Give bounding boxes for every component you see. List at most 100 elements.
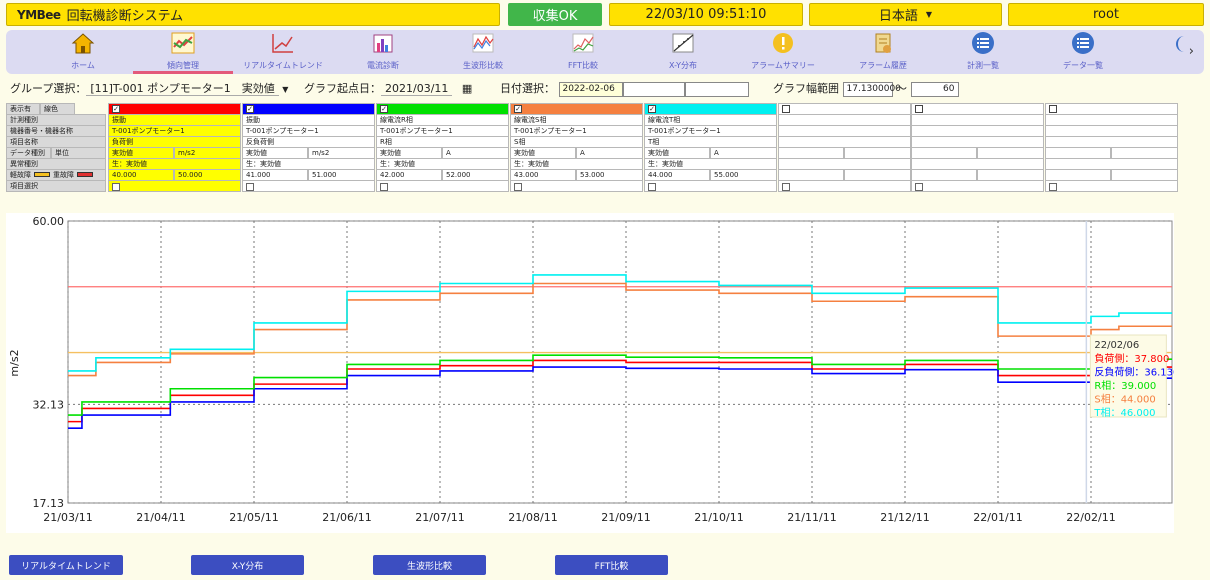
data-list-icon: [1033, 30, 1133, 56]
graph-range-group: グラフ幅範囲 17.1300000 ～ 60: [773, 80, 959, 97]
item-select-cell: [108, 180, 241, 192]
alarm-history-icon: [833, 30, 933, 56]
nav-item-alarm-history[interactable]: アラーム履歴: [833, 30, 933, 74]
item-select-checkbox[interactable]: [246, 182, 254, 191]
cursor-date: 22/02/06: [1094, 340, 1139, 351]
nav-item-raw-wave[interactable]: 生波形比較: [433, 30, 533, 74]
nav-item-measure-list[interactable]: 計測一覧: [933, 30, 1033, 74]
language-select[interactable]: 日本語 ▼: [809, 3, 1002, 26]
nav-item-label: 計測一覧: [967, 61, 999, 70]
x-tick-label: 21/06/11: [322, 511, 371, 524]
item-select-checkbox[interactable]: [1049, 182, 1057, 191]
hdr-major: 重故障: [53, 171, 74, 179]
trend-chart[interactable]: 21/03/11 21/04/11 21/05/11 21/06/11 21/07/11…: [6, 213, 1174, 533]
cursor-entry: T相：46.000: [1093, 406, 1155, 419]
nav-item-trend[interactable]: 傾向管理: [133, 30, 233, 74]
calendar-icon[interactable]: ▦: [461, 82, 473, 95]
hdr-select: 項目選択: [6, 180, 106, 192]
x-tick-label: 21/10/11: [694, 511, 743, 524]
display-checkbox[interactable]: ✓: [514, 105, 522, 113]
major-fault-swatch: [77, 172, 93, 177]
realtime-trend-button[interactable]: リアルタイムトレンド: [9, 555, 123, 575]
collection-status-badge: 収集OK: [508, 3, 602, 26]
item-select-checkbox[interactable]: [915, 182, 923, 191]
x-tick-label: 22/02/11: [1066, 511, 1115, 524]
hdr-minor: 軽故障: [10, 171, 31, 179]
item-select-checkbox[interactable]: [112, 182, 120, 191]
raw-wave-compare-button[interactable]: 生波形比較: [373, 555, 486, 575]
series-line-1: [68, 359, 1172, 423]
nav-item-realtime-trend[interactable]: リアルタイムトレンド: [233, 30, 333, 74]
chevron-right-icon[interactable]: ›: [1188, 44, 1194, 59]
display-checkbox[interactable]: [1049, 105, 1057, 113]
xy-icon: [633, 30, 733, 56]
item-select-cell: [376, 180, 509, 192]
group-value: [11]T-001 ポンプモーター1 実効値: [86, 82, 279, 96]
date-range-box-2[interactable]: [684, 81, 749, 97]
display-checkbox[interactable]: ✓: [380, 105, 388, 113]
unit-cell: A: [442, 147, 509, 159]
date-select-input[interactable]: 2022-02-06: [558, 81, 623, 97]
ymbee-logo: YMBee: [17, 7, 61, 22]
display-checkbox[interactable]: ✓: [648, 105, 656, 113]
item-select-checkbox[interactable]: [782, 182, 790, 191]
chevron-down-icon: ▼: [925, 10, 933, 19]
xy-distribution-button[interactable]: X-Y分布: [191, 555, 304, 575]
range-separator: ～: [896, 82, 907, 95]
display-checkbox[interactable]: ✓: [112, 105, 120, 113]
x-tick-label: 21/03/11: [43, 511, 92, 524]
home-icon: [33, 30, 133, 56]
start-date-picker[interactable]: グラフ起点日： 2021/03/11 ▦: [304, 80, 472, 96]
nav-item-label: データ一覧: [1063, 61, 1103, 70]
overflow-nav-icon: [1176, 36, 1184, 52]
start-date-label: グラフ起点日：: [304, 82, 381, 95]
language-value: 日本語: [878, 9, 918, 24]
app-title: 回転機診断システム: [66, 9, 184, 24]
nav-item-data-list[interactable]: データ一覧: [1033, 30, 1133, 74]
caret-down-icon: ▼: [282, 85, 289, 94]
nav-item-label: FFT比較: [568, 61, 598, 70]
cursor-tooltip: [1089, 334, 1167, 418]
nav-item-label: リアルタイムトレンド: [243, 61, 323, 70]
series-line-2: [68, 366, 1172, 430]
item-select-cell: [1045, 180, 1178, 192]
hdr-data-type: データ種別: [6, 147, 51, 159]
chart-background: [6, 213, 1174, 533]
item-select-checkbox[interactable]: [380, 182, 388, 191]
item-select-checkbox[interactable]: [514, 182, 522, 191]
display-checkbox[interactable]: ✓: [246, 105, 254, 113]
display-checkbox[interactable]: [782, 105, 790, 113]
y-axis-label: m/s2: [8, 349, 21, 376]
nav-item-home[interactable]: ホーム: [33, 30, 133, 74]
minor-fault-swatch: [34, 172, 50, 177]
nav-item-alarm-summary[interactable]: アラームサマリー: [733, 30, 833, 74]
nav-item-fft[interactable]: FFT比較: [533, 30, 633, 74]
date-select-label: 日付選択：: [500, 82, 555, 95]
fft-compare-button[interactable]: FFT比較: [555, 555, 668, 575]
current-diagnosis-icon: [333, 30, 433, 56]
date-select-group: 日付選択： 2022-02-06: [500, 80, 749, 97]
cursor-entry: 負荷側：37.800: [1094, 352, 1169, 365]
nav-item-label: X-Y分布: [669, 61, 697, 70]
range-min-input[interactable]: 17.1300000: [842, 81, 901, 97]
start-date-value: 2021/03/11: [381, 82, 453, 96]
group-select[interactable]: グループ選択： [11]T-001 ポンプモーター1 実効値 ▼: [10, 80, 288, 96]
display-checkbox[interactable]: [915, 105, 923, 113]
cursor-entry: 反負荷側：36.130: [1094, 366, 1174, 379]
range-max-input[interactable]: 60: [910, 81, 959, 97]
item-select-cell: [510, 180, 643, 192]
nav-item-xy[interactable]: X-Y分布: [633, 30, 733, 74]
nav-item-current-diagnosis[interactable]: 電流診断: [333, 30, 433, 74]
raw-wave-icon: [433, 30, 533, 56]
x-tick-label: 21/09/11: [601, 511, 650, 524]
main-nav: データ一覧 計測一覧 アラーム履歴 アラームサマリー X-Y分布 FFT比較 生波形比較 電流…: [6, 30, 1204, 74]
user-menu[interactable]: root: [1008, 3, 1204, 26]
top-bar: YMBee 回転機診断システム 収集OK 22/03/10 09:51:10 日…: [0, 0, 1210, 30]
nav-item-label: アラーム履歴: [859, 61, 907, 70]
nav-item-label: 傾向管理: [167, 61, 199, 70]
item-select-checkbox[interactable]: [648, 182, 656, 191]
nav-item-label: 電流診断: [367, 61, 399, 70]
series-line-5: [68, 274, 1172, 372]
date-range-box-1[interactable]: [622, 81, 685, 97]
item-select-cell: [644, 180, 777, 192]
